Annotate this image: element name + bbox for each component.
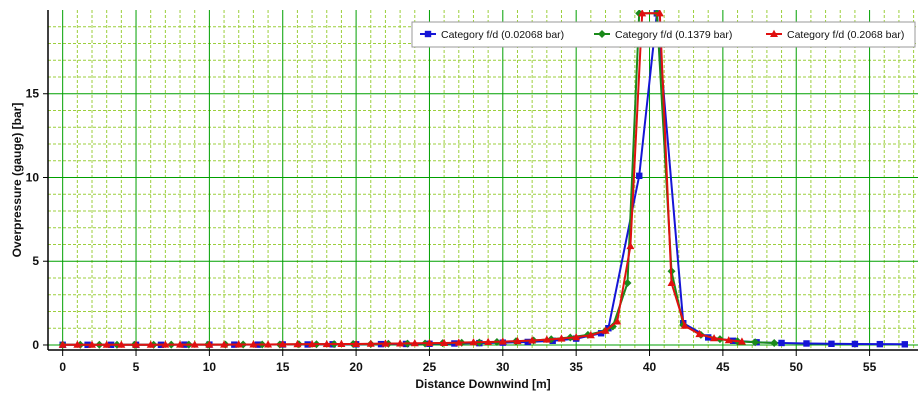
data-point bbox=[710, 334, 719, 342]
data-point bbox=[308, 339, 317, 348]
legend-item-2: Category f/d (0.1379 bar) bbox=[594, 29, 732, 41]
series-line bbox=[62, 12, 742, 346]
data-point bbox=[626, 241, 635, 250]
data-point bbox=[117, 340, 126, 348]
data-point bbox=[58, 340, 67, 348]
data-point bbox=[597, 330, 605, 337]
data-point bbox=[352, 339, 361, 347]
x-tick-label: 30 bbox=[496, 360, 510, 374]
y-axis-label: Overpressure (gauge) [bar] bbox=[10, 103, 24, 258]
legend-marker bbox=[424, 30, 432, 38]
axes bbox=[43, 10, 918, 356]
data-point bbox=[572, 333, 581, 341]
data-point bbox=[366, 339, 375, 347]
x-tick-label: 35 bbox=[569, 360, 583, 374]
major-grid bbox=[48, 10, 918, 350]
legend-label: Category f/d (0.02068 bar) bbox=[441, 29, 564, 41]
y-tick-label: 10 bbox=[26, 170, 40, 184]
data-point bbox=[613, 317, 622, 325]
data-point bbox=[557, 334, 566, 342]
data-point bbox=[513, 336, 522, 345]
data-point bbox=[220, 340, 229, 348]
x-tick-label: 0 bbox=[59, 360, 66, 374]
data-point bbox=[601, 326, 610, 334]
data-point bbox=[680, 321, 689, 329]
data-point bbox=[469, 338, 478, 346]
legend-box bbox=[411, 21, 916, 48]
x-tick-label: 20 bbox=[349, 360, 363, 374]
data-point bbox=[876, 340, 884, 348]
data-point bbox=[737, 337, 746, 345]
data-point bbox=[381, 339, 390, 347]
data-point bbox=[528, 336, 537, 344]
x-tick-label: 25 bbox=[423, 360, 437, 374]
legend-item-1: Category f/d (0.02068 bar) bbox=[420, 29, 564, 41]
data-point bbox=[205, 340, 214, 348]
data-point bbox=[425, 338, 434, 347]
data-point bbox=[524, 338, 531, 346]
data-point bbox=[146, 340, 155, 348]
data-point bbox=[161, 340, 170, 348]
series-layer bbox=[58, 10, 908, 349]
y-tick-label: 15 bbox=[26, 87, 40, 101]
data-point bbox=[851, 340, 859, 348]
data-point bbox=[454, 338, 463, 346]
legend-marker bbox=[598, 30, 606, 38]
data-point bbox=[337, 339, 346, 347]
x-tick-label: 10 bbox=[203, 360, 217, 374]
data-point bbox=[410, 339, 419, 347]
data-point bbox=[278, 340, 287, 348]
x-tick-label: 40 bbox=[643, 360, 657, 374]
data-point bbox=[484, 337, 493, 345]
data-point bbox=[803, 340, 810, 347]
data-point bbox=[586, 331, 595, 339]
data-point bbox=[190, 340, 199, 348]
x-tick-label: 45 bbox=[716, 360, 730, 374]
data-point bbox=[778, 339, 785, 347]
data-point bbox=[132, 340, 141, 348]
data-point bbox=[751, 338, 760, 347]
data-point bbox=[770, 338, 779, 347]
series-1 bbox=[59, 10, 908, 349]
data-point bbox=[88, 340, 97, 348]
x-tick-label: 15 bbox=[276, 360, 290, 374]
legend-label: Category f/d (0.1379 bar) bbox=[615, 29, 732, 41]
x-axis-label: Distance Downwind [m] bbox=[415, 377, 550, 391]
x-tick-label: 5 bbox=[133, 360, 140, 374]
data-point bbox=[322, 339, 331, 348]
data-point bbox=[542, 335, 551, 343]
data-point bbox=[623, 279, 632, 288]
data-point bbox=[176, 340, 185, 348]
y-tick-label: 0 bbox=[32, 338, 39, 352]
data-point bbox=[667, 278, 676, 287]
y-tick-label: 5 bbox=[32, 254, 39, 268]
data-point bbox=[636, 172, 643, 180]
data-point bbox=[102, 340, 111, 348]
series-3 bbox=[58, 10, 746, 348]
data-point bbox=[828, 340, 835, 348]
legend: Category f/d (0.02068 bar) Category f/d (… bbox=[411, 21, 916, 48]
legend-item-3: Category f/d (0.2068 bar) bbox=[766, 29, 904, 41]
data-point bbox=[73, 340, 82, 348]
data-point bbox=[249, 340, 258, 348]
data-point bbox=[638, 10, 647, 17]
data-point bbox=[724, 336, 733, 344]
data-point bbox=[293, 340, 302, 348]
legend-marker bbox=[770, 29, 778, 37]
data-point bbox=[901, 341, 908, 348]
data-point bbox=[655, 10, 664, 17]
data-point bbox=[396, 339, 405, 347]
data-point bbox=[234, 340, 243, 348]
tick-labels: 0 5 10 15 20 25 30 35 40 45 50 55 0 5 10 15 bbox=[26, 87, 877, 374]
x-tick-label: 55 bbox=[863, 360, 877, 374]
data-point bbox=[440, 338, 449, 346]
data-point bbox=[498, 337, 507, 345]
minor-grid bbox=[47, 10, 918, 350]
data-point bbox=[264, 340, 273, 348]
data-point bbox=[695, 329, 704, 338]
x-tick-label: 50 bbox=[790, 360, 804, 374]
legend-label: Category f/d (0.2068 bar) bbox=[787, 29, 904, 41]
